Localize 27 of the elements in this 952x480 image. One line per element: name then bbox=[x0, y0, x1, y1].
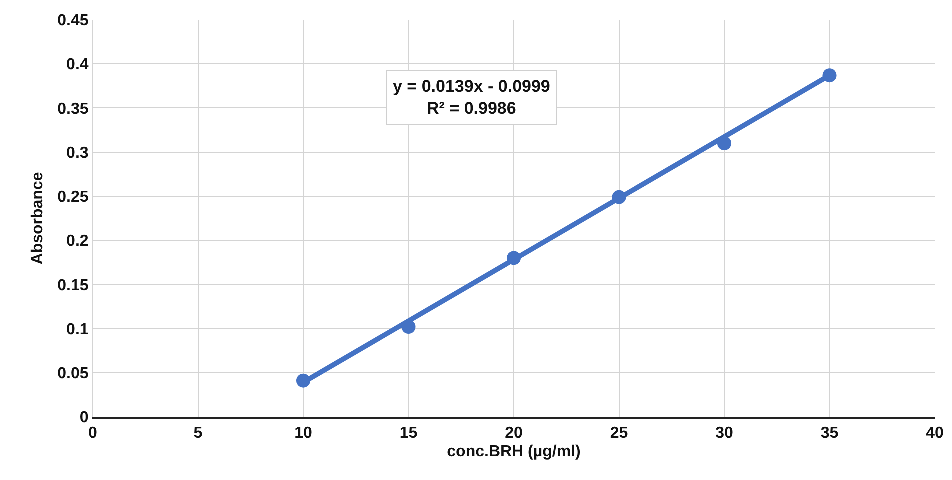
y-tick-label: 0.2 bbox=[66, 233, 89, 250]
y-tick-label: 0.25 bbox=[58, 189, 89, 206]
x-tick-label: 25 bbox=[610, 425, 628, 442]
x-tick-label: 30 bbox=[716, 425, 734, 442]
x-tick-label: 15 bbox=[400, 425, 418, 442]
y-tick-label: 0.3 bbox=[66, 144, 89, 162]
x-tick-label: 35 bbox=[820, 425, 839, 442]
y-tick-label: 0 bbox=[80, 410, 89, 427]
x-tick-label: 10 bbox=[294, 425, 312, 442]
point bbox=[822, 68, 837, 83]
x-tick-label: 20 bbox=[505, 425, 523, 442]
y-tick-label: 0.05 bbox=[58, 365, 89, 382]
y-tick-label: 0.1 bbox=[66, 321, 89, 338]
y-tick-label: 0.45 bbox=[58, 12, 89, 30]
annotation: y = 0.0139x - 0.0999 R² = 0.9986 bbox=[393, 77, 550, 118]
x-axis-title: conc.BRH (µg/ml) bbox=[447, 443, 581, 460]
y-tick-label: 0.4 bbox=[66, 56, 89, 74]
point bbox=[402, 320, 416, 334]
y-tick-label: 0.15 bbox=[58, 277, 89, 294]
point bbox=[507, 251, 521, 266]
x-tick-label: 40 bbox=[926, 425, 944, 442]
point bbox=[718, 136, 732, 151]
point bbox=[296, 374, 310, 388]
x-tick-label: 5 bbox=[194, 425, 203, 442]
y-axis-title: Absorbance bbox=[30, 172, 47, 265]
point bbox=[612, 190, 626, 204]
y-tick-label: 0.35 bbox=[58, 100, 89, 118]
